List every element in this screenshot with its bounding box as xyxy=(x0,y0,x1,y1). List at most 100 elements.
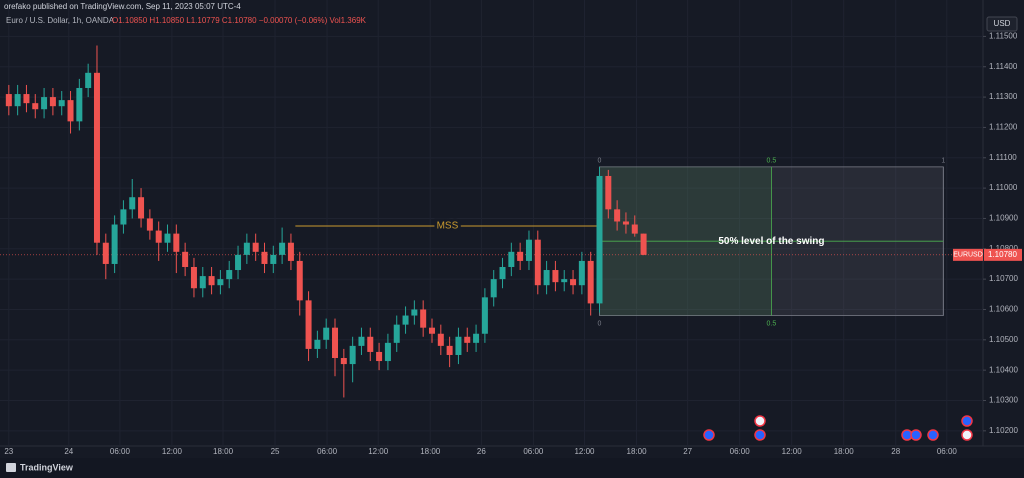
candle-body xyxy=(640,233,647,255)
candle-body xyxy=(173,233,180,252)
candle-body xyxy=(226,270,233,280)
candle-body xyxy=(596,175,603,304)
last-price-box xyxy=(984,248,1022,261)
candle-body xyxy=(49,97,56,107)
candle-body xyxy=(340,358,347,365)
event-icons xyxy=(703,415,973,441)
fib-level-label: 1 xyxy=(941,158,945,165)
candle-body xyxy=(402,315,409,325)
candle-body xyxy=(578,260,585,286)
currency-box[interactable] xyxy=(986,16,1018,32)
candle-body xyxy=(490,279,497,298)
candle-body xyxy=(5,94,12,107)
candle-body xyxy=(614,209,621,222)
candle-body xyxy=(499,266,506,280)
symbol-text: Euro / U.S. Dollar, 1h, OANDA xyxy=(6,16,115,25)
y-tick-label: 1.10900 xyxy=(989,214,1018,223)
candle-body xyxy=(428,327,435,334)
y-tick-label: 1.11300 xyxy=(989,92,1018,101)
candle-body xyxy=(446,345,453,355)
y-tick-label: 1.11100 xyxy=(989,153,1017,162)
candle-body xyxy=(314,339,321,349)
candle-body xyxy=(252,242,259,252)
x-tick-label: 26 xyxy=(477,447,486,456)
candle-body xyxy=(243,242,250,255)
candle-body xyxy=(261,251,268,264)
x-tick-label: 23 xyxy=(4,447,13,456)
ohlc-text: O1.10850 H1.10850 L1.10779 C1.10780 −0.0… xyxy=(112,16,367,25)
candle-body xyxy=(464,336,471,343)
x-tick-label: 12:00 xyxy=(368,447,389,456)
mss-label: MSS xyxy=(437,221,459,232)
x-tick-label: 06:00 xyxy=(937,447,958,456)
candle-body xyxy=(631,224,638,234)
candle-body xyxy=(182,251,189,267)
x-tick-label: 18:00 xyxy=(627,447,648,456)
x-tick-label: 12:00 xyxy=(162,447,183,456)
candle-body xyxy=(455,336,462,355)
candle-body xyxy=(561,279,568,283)
y-tick-label: 1.10200 xyxy=(989,426,1018,435)
candle-body xyxy=(508,251,515,267)
y-tick-label: 1.11000 xyxy=(989,183,1018,192)
x-tick-label: 06:00 xyxy=(317,447,338,456)
candle-body xyxy=(525,239,532,261)
candle-body xyxy=(23,94,30,104)
candle-body xyxy=(14,94,21,107)
last-price-name-box xyxy=(953,248,983,261)
x-tick-label: 18:00 xyxy=(420,447,441,456)
candle-body xyxy=(552,270,559,283)
brand-logo xyxy=(6,463,16,472)
x-tick-label: 27 xyxy=(683,447,692,456)
x-tick-label: 06:00 xyxy=(110,447,131,456)
candle-body xyxy=(543,270,550,286)
candle-body xyxy=(32,103,39,110)
y-tick-label: 1.11200 xyxy=(989,123,1018,132)
candle-body xyxy=(85,72,92,88)
candle-body xyxy=(393,324,400,343)
y-tick-label: 1.10800 xyxy=(989,244,1018,253)
x-tick-label: 06:00 xyxy=(730,447,751,456)
candle-body xyxy=(199,276,206,289)
candle-body xyxy=(332,327,339,359)
y-tick-label: 1.10300 xyxy=(989,396,1018,405)
candle-body xyxy=(570,279,577,286)
last-price-label: 1.10780 xyxy=(988,250,1017,259)
fib-level-label: 0.5 xyxy=(767,158,777,165)
candle-body xyxy=(76,87,83,122)
brand: TradingView xyxy=(20,462,74,472)
candle-body xyxy=(481,297,488,334)
candle-body xyxy=(376,351,383,362)
candle-body xyxy=(622,221,629,225)
candle-body xyxy=(437,333,444,346)
candle-body xyxy=(138,197,145,219)
candle-body xyxy=(517,251,524,261)
y-tick-label: 1.11500 xyxy=(989,32,1018,41)
candle-body xyxy=(279,242,286,255)
candle-body xyxy=(296,260,303,301)
x-tick-label: 06:00 xyxy=(523,447,544,456)
candle-body xyxy=(190,266,197,289)
candle-body xyxy=(129,197,136,210)
candle-body xyxy=(349,345,356,365)
footer-bar xyxy=(0,458,1024,478)
y-tick-label: 1.10500 xyxy=(989,335,1018,344)
candle-body xyxy=(67,100,74,122)
header: orefako published on TradingView.com, Se… xyxy=(4,2,241,11)
candle-body xyxy=(420,309,427,328)
candle-body xyxy=(146,218,153,231)
x-tick-label: 28 xyxy=(891,447,900,456)
candle-body xyxy=(41,97,48,110)
candle-body xyxy=(235,254,242,271)
plot: 0 0.5 1 0 0.5 50% level of the swing MSS xyxy=(0,45,983,398)
candle-body xyxy=(102,242,109,264)
currency[interactable]: USD xyxy=(994,19,1011,28)
candle-body xyxy=(217,279,224,286)
y-tick-label: 1.11400 xyxy=(989,62,1018,71)
y-tick-label: 1.10400 xyxy=(989,365,1018,374)
candle-body xyxy=(411,309,418,316)
fib-midline-label: 50% level of the swing xyxy=(718,236,824,247)
x-tick-label: 25 xyxy=(271,447,280,456)
x-tick-label: 18:00 xyxy=(834,447,855,456)
